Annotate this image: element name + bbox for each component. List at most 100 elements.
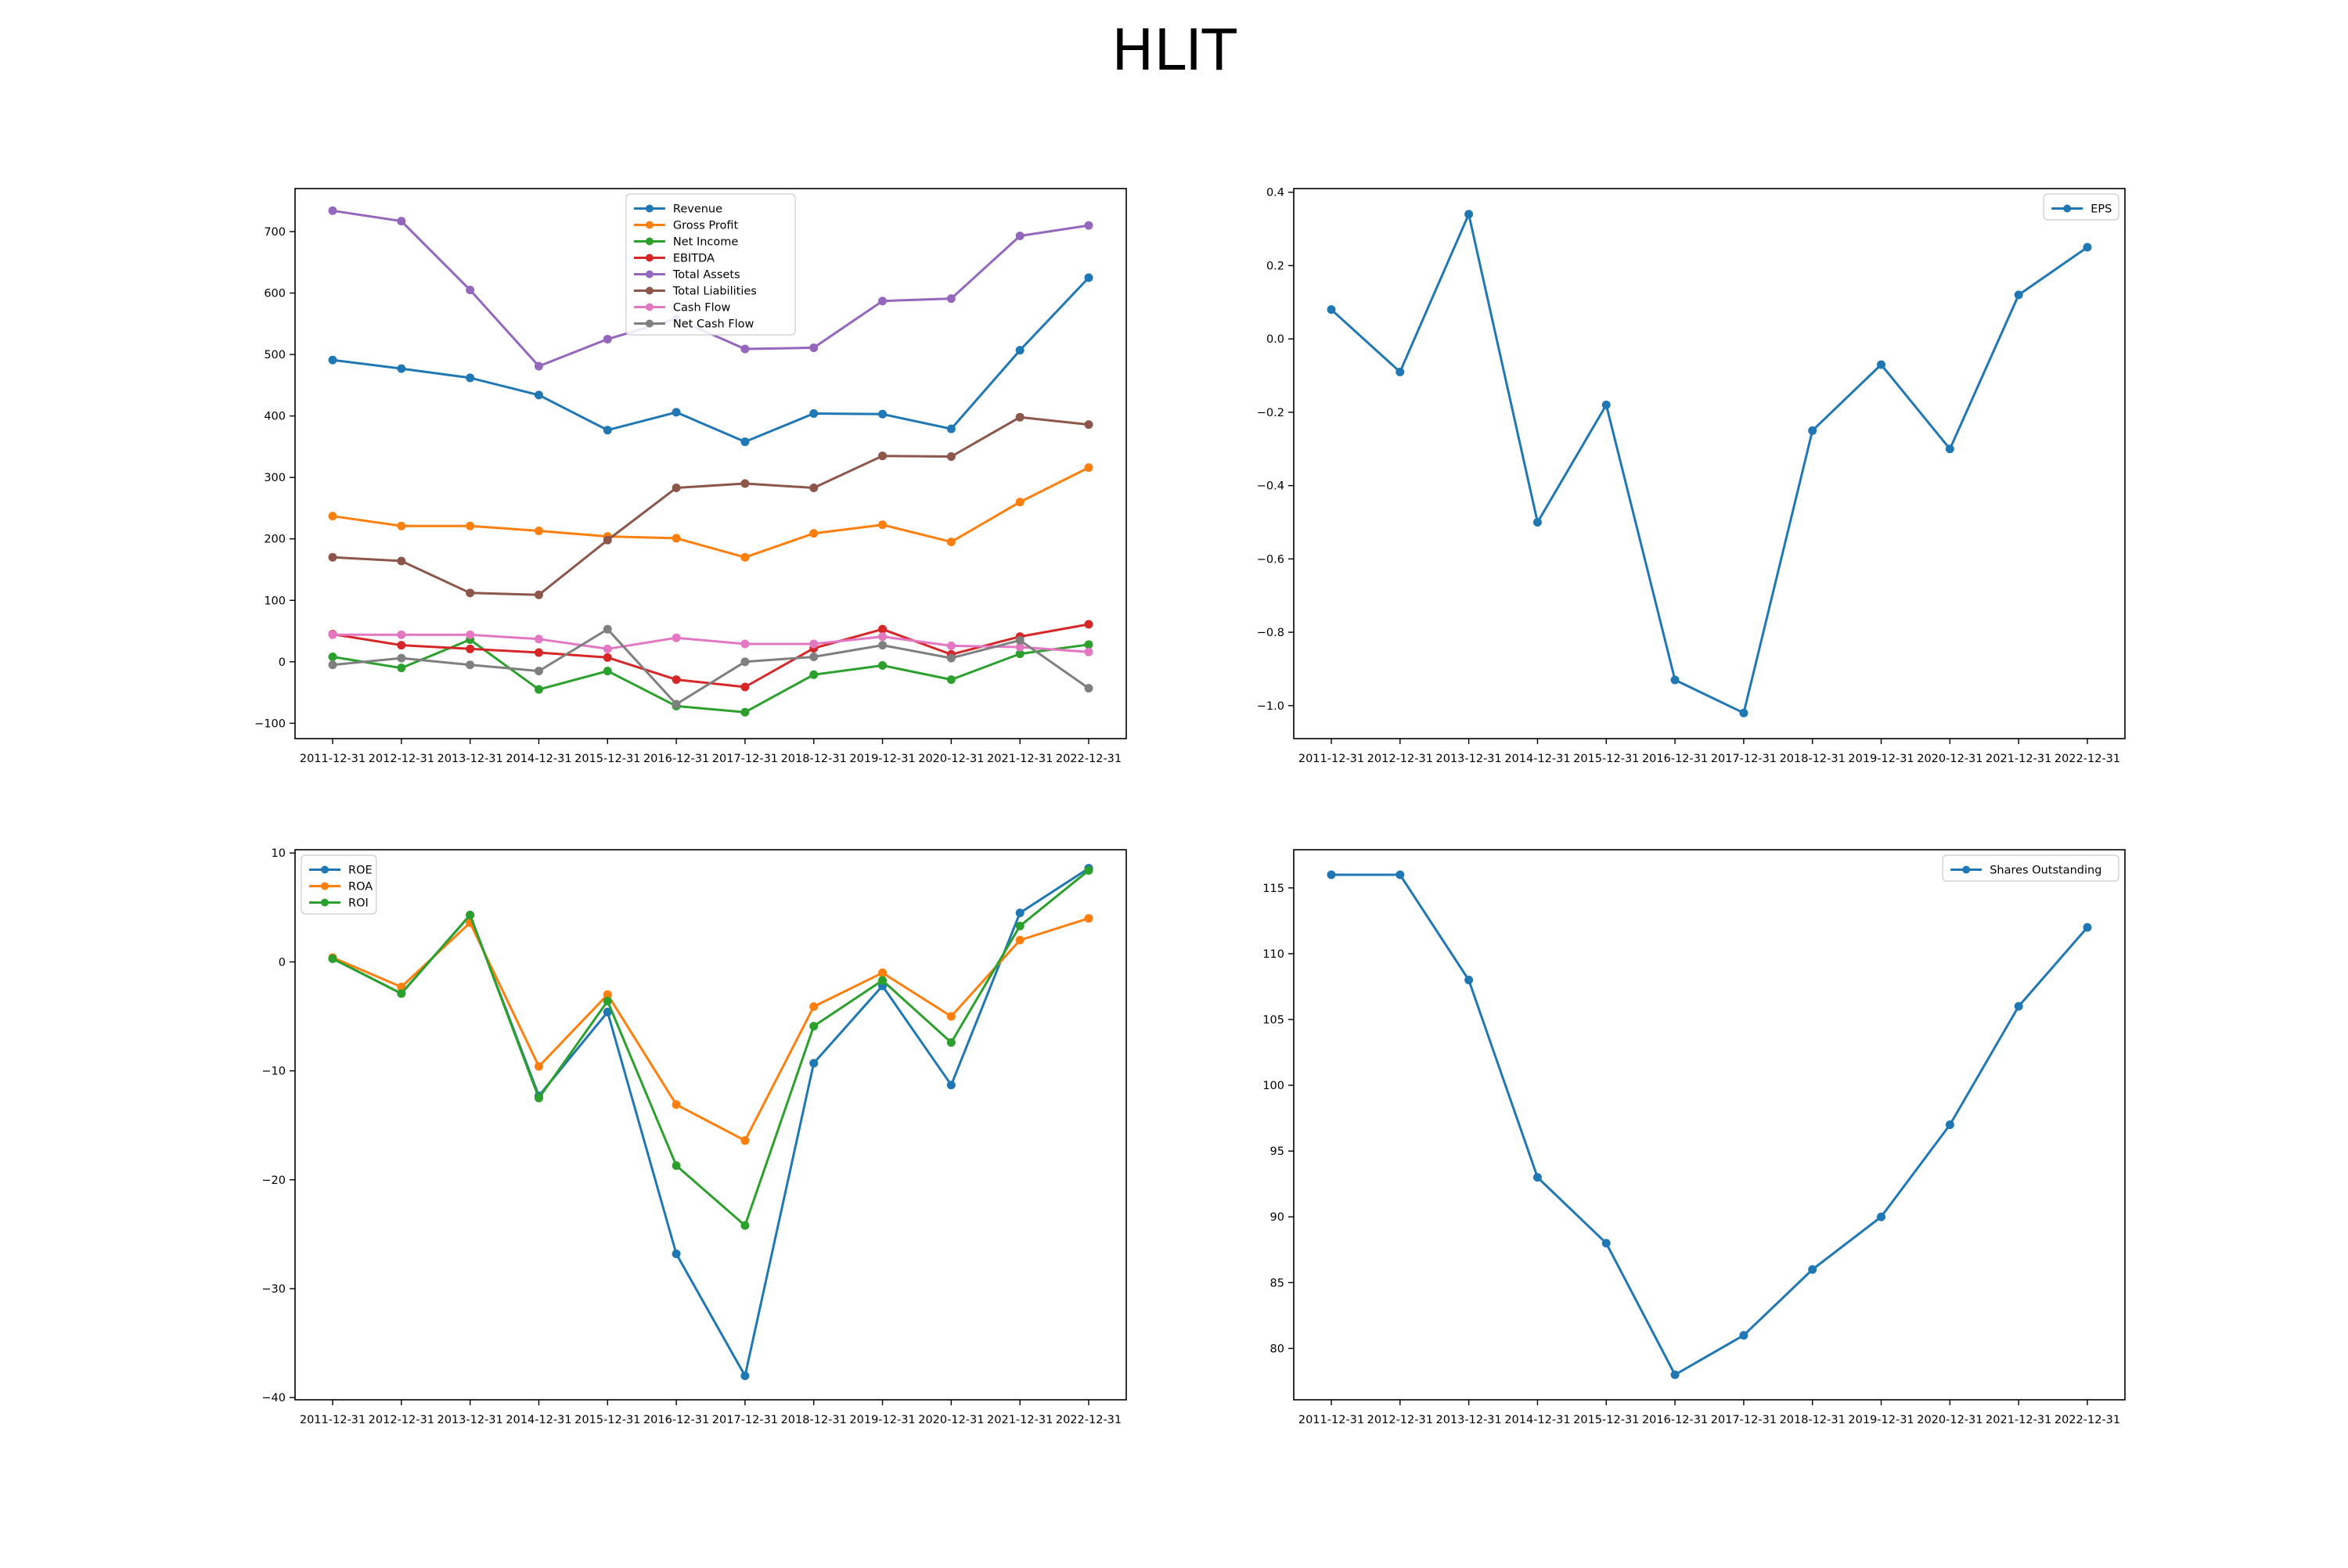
x-tick-label: 2018-12-31 (781, 753, 847, 765)
data-point (603, 653, 612, 662)
y-tick-label: 600 (264, 288, 286, 300)
x-tick-label: 2013-12-31 (437, 753, 502, 765)
data-point (466, 588, 475, 598)
data-point (809, 484, 819, 493)
x-tick-label: 2019-12-31 (1848, 1414, 1914, 1426)
data-point (1808, 1265, 1817, 1274)
legend-label: Revenue (673, 203, 722, 216)
data-point (1084, 640, 1093, 649)
x-tick-label: 2013-12-31 (1435, 1414, 1501, 1426)
legend-marker (645, 319, 654, 328)
data-point (740, 682, 750, 692)
data-point (466, 630, 475, 639)
data-point (1084, 865, 1093, 875)
data-point (2083, 243, 2092, 252)
data-point (1739, 708, 1748, 717)
series-line-roi (332, 869, 1089, 1227)
data-point (1532, 1173, 1542, 1182)
data-point (534, 1093, 543, 1102)
data-point (534, 390, 543, 400)
y-tick-label: 0.0 (1266, 333, 1284, 346)
legend-label: Net Cash Flow (673, 318, 754, 331)
x-tick-label: 2019-12-31 (849, 1414, 915, 1426)
data-point (328, 552, 337, 562)
data-point (397, 521, 406, 530)
data-point (672, 633, 681, 642)
x-tick-label: 2018-12-31 (781, 1414, 847, 1426)
y-tick-label: −100 (254, 717, 286, 730)
legend-marker (1962, 865, 1971, 874)
legend-marker (321, 865, 329, 874)
x-tick-label: 2017-12-31 (1711, 753, 1777, 765)
series-line-eps (1330, 213, 2088, 714)
legend-label: ROE (348, 865, 373, 877)
legend-marker (2063, 204, 2072, 213)
y-tick-label: 95 (1270, 1145, 1284, 1158)
data-point (809, 639, 819, 649)
x-tick-label: 2017-12-31 (712, 1414, 778, 1426)
series-line-shares-outstanding (1331, 873, 2089, 1376)
y-tick-label: 115 (1262, 883, 1284, 895)
data-point (1015, 498, 1025, 507)
data-point (1015, 412, 1025, 422)
legend-label: Net Income (673, 236, 738, 249)
legend: Revenue Gross Profit Net Income EBITDA Total… (625, 193, 796, 336)
legend-marker (321, 882, 329, 890)
data-point (328, 653, 337, 662)
data-point (946, 424, 956, 433)
y-tick-label: 80 (1270, 1343, 1284, 1355)
data-point (1015, 921, 1025, 930)
y-tick-label: 0.2 (1266, 260, 1284, 272)
data-point (809, 343, 819, 352)
x-tick-label: 2022-12-31 (1056, 1414, 1122, 1426)
x-tick-label: 2020-12-31 (1917, 1414, 1982, 1426)
data-point (1670, 1370, 1680, 1379)
y-tick-label: −0.6 (1257, 553, 1284, 566)
axes-frame (294, 849, 1127, 1401)
data-point (1015, 346, 1025, 355)
axes-frame (1293, 188, 2126, 739)
y-tick-label: −0.8 (1257, 627, 1284, 639)
data-point (809, 408, 819, 418)
data-point (878, 624, 888, 634)
x-tick-label: 2015-12-31 (1573, 1414, 1639, 1426)
data-point (397, 653, 406, 663)
data-point (1877, 360, 1886, 369)
y-tick-label: 200 (264, 534, 286, 546)
x-tick-label: 2018-12-31 (1780, 753, 1846, 765)
data-point (466, 644, 475, 653)
y-tick-label: −30 (261, 1283, 286, 1296)
x-tick-label: 2013-12-31 (1435, 753, 1501, 765)
data-point (672, 1100, 681, 1109)
legend-label: ROA (348, 881, 373, 894)
data-point (603, 426, 612, 435)
data-point (1670, 675, 1680, 685)
x-tick-label: 2016-12-31 (643, 1414, 709, 1426)
x-tick-label: 2021-12-31 (987, 753, 1053, 765)
data-point (1808, 426, 1817, 435)
data-point (878, 968, 888, 977)
x-tick-label: 2011-12-31 (300, 753, 366, 765)
data-point (809, 653, 819, 662)
data-point (397, 982, 406, 991)
data-point (534, 590, 543, 599)
data-point (603, 624, 612, 634)
data-point (1395, 367, 1405, 376)
data-point (1327, 305, 1336, 315)
x-tick-label: 2015-12-31 (574, 753, 640, 765)
data-point (946, 294, 956, 304)
x-tick-label: 2018-12-31 (1780, 1414, 1846, 1426)
series-line-cash-flow (333, 633, 1089, 653)
y-tick-label: 300 (264, 472, 286, 484)
x-tick-label: 2011-12-31 (1298, 753, 1364, 765)
data-point (2014, 1002, 2023, 1011)
data-point (328, 512, 337, 521)
x-tick-label: 2016-12-31 (1642, 753, 1708, 765)
legend-marker (645, 221, 654, 229)
data-point (1532, 517, 1542, 527)
data-point (809, 1022, 819, 1031)
data-point (672, 699, 681, 709)
y-tick-label: 85 (1270, 1277, 1284, 1289)
legend-label: Total Liabilities (672, 286, 757, 298)
data-point (466, 521, 475, 530)
